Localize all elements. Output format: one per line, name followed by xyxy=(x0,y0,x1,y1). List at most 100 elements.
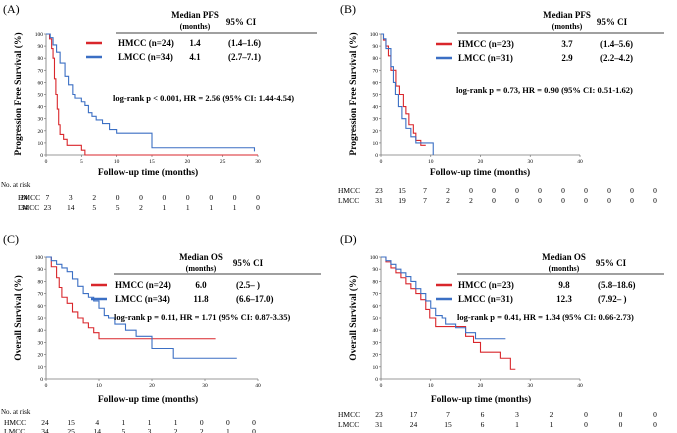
risk-count: 5 xyxy=(116,203,120,212)
risk-count: 23 xyxy=(375,410,383,419)
risk-row-label: HMCC xyxy=(338,410,360,419)
risk-row-label: HMCC xyxy=(4,418,26,427)
risk-count: 0 xyxy=(607,196,611,205)
risk-count: 4 xyxy=(95,418,99,427)
y-tick-label: 60 xyxy=(373,80,379,86)
risk-count: 23 xyxy=(375,186,383,195)
risk-count: 19 xyxy=(398,196,406,205)
risk-count: 23 xyxy=(44,203,52,212)
risk-count: 1 xyxy=(233,203,237,212)
x-tick-label: 25 xyxy=(220,159,226,165)
risk-count: 0 xyxy=(469,186,473,195)
risk-count: 0 xyxy=(163,193,167,202)
risk-count: 7 xyxy=(423,196,427,205)
y-tick-label: 50 xyxy=(38,316,44,322)
legend-table: Median PFS (months) 95% CI HMCC (n=24) 1… xyxy=(86,10,317,62)
legend-col-ci: 95% CI xyxy=(597,17,628,27)
legend-row-label: HMCC (n=23) xyxy=(458,39,514,49)
risk-count: 1 xyxy=(148,418,152,427)
risk-count: 0 xyxy=(200,418,204,427)
risk-table-title: No. at risk xyxy=(1,181,31,189)
legend-col-ci: 95% CI xyxy=(233,258,264,268)
legend-col-median: Median OS xyxy=(542,252,586,262)
risk-count: 2 xyxy=(200,427,204,433)
panel-c: (C) Overall Survival (%) 010203040506070… xyxy=(1,232,321,433)
risk-row-label: LMCC xyxy=(4,427,25,433)
legend-row-median: 12.3 xyxy=(556,294,572,304)
y-tick-label: 70 xyxy=(38,292,44,298)
y-tick-label: 90 xyxy=(373,267,379,273)
y-tick-label: 80 xyxy=(373,56,379,62)
risk-count: 7 xyxy=(423,186,427,195)
risk-count: 24 xyxy=(20,193,28,202)
legend-row-ci: (2.5– ) xyxy=(236,280,260,290)
y-tick-label: 30 xyxy=(373,117,379,123)
y-tick-label: 20 xyxy=(38,129,44,135)
risk-count: 0 xyxy=(186,193,190,202)
risk-count: 15 xyxy=(67,418,75,427)
y-tick-label: 20 xyxy=(38,353,44,359)
x-tick-label: 0 xyxy=(45,159,48,165)
x-axis-title: Follow-up time (months) xyxy=(98,167,198,178)
y-tick-label: 0 xyxy=(375,153,378,159)
risk-count: 0 xyxy=(653,420,657,429)
risk-count: 15 xyxy=(398,186,406,195)
y-tick-label: 80 xyxy=(373,279,379,285)
km-curve-hmcc xyxy=(381,256,516,370)
legend-col-median-unit: (months) xyxy=(186,264,217,273)
risk-count: 0 xyxy=(209,193,213,202)
logrank-stat: log-rank p = 0.73, HR = 0.90 (95% CI: 0.… xyxy=(456,85,633,95)
legend-row-label: HMCC (n=23) xyxy=(458,280,514,290)
risk-count: 2 xyxy=(92,193,96,202)
x-tick-label: 0 xyxy=(380,383,383,389)
risk-count: 24 xyxy=(410,420,418,429)
y-tick-label: 0 xyxy=(40,153,43,159)
legend-row-ci: (2.7–7.1) xyxy=(228,52,261,62)
risk-count: 1 xyxy=(186,203,190,212)
risk-count: 1 xyxy=(209,203,213,212)
y-tick-label: 100 xyxy=(35,32,44,38)
plot-area: 0 10 20 30 40 50 60 70 80 90 100 0 10 20 30 40 xyxy=(35,255,261,389)
risk-count: 2 xyxy=(139,203,143,212)
risk-count: 15 xyxy=(444,420,452,429)
legend-col-ci: 95% CI xyxy=(226,17,257,27)
legend-row-ci: (7.92– ) xyxy=(598,294,627,304)
y-tick-label: 60 xyxy=(38,304,44,310)
risk-count: 0 xyxy=(653,196,657,205)
risk-count: 0 xyxy=(116,193,120,202)
x-tick-label: 30 xyxy=(528,159,534,165)
risk-count: 5 xyxy=(122,427,126,433)
risk-count: 2 xyxy=(446,196,450,205)
plot-area: 0 10 20 30 40 50 60 70 80 90 100 0 10 20 30 40 xyxy=(370,255,583,389)
y-tick-label: 100 xyxy=(35,255,44,261)
legend-row-median: 4.1 xyxy=(189,52,201,62)
risk-count: 34 xyxy=(41,427,49,433)
panel-label: (A) xyxy=(3,2,20,16)
y-tick-label: 90 xyxy=(373,44,379,50)
risk-count: 0 xyxy=(630,196,634,205)
risk-count: 0 xyxy=(607,186,611,195)
risk-count: 0 xyxy=(619,420,623,429)
risk-row-label: LMCC xyxy=(338,196,359,205)
y-tick-label: 50 xyxy=(373,93,379,99)
logrank-stat: log-rank p < 0.001, HR = 2.56 (95% CI: 1… xyxy=(113,93,294,103)
x-tick-label: 10 xyxy=(428,159,434,165)
x-tick-label: 15 xyxy=(149,159,155,165)
y-tick-label: 40 xyxy=(373,328,379,334)
panel-label: (C) xyxy=(3,232,19,246)
km-curve-hmcc xyxy=(46,33,258,156)
legend-row-ci: (5.8–18.6) xyxy=(598,280,636,290)
x-tick-label: 30 xyxy=(202,383,208,389)
legend-table: Median PFS (months) 95% CI HMCC (n=23) 3… xyxy=(436,10,664,63)
risk-count: 0 xyxy=(492,196,496,205)
x-axis-title: Follow-up time (months) xyxy=(431,394,531,405)
risk-count: 7 xyxy=(46,193,50,202)
km-curve-lmcc xyxy=(46,33,256,152)
risk-count: 2 xyxy=(550,410,554,419)
legend-row-median: 9.8 xyxy=(558,280,570,290)
risk-count: 1 xyxy=(122,418,126,427)
risk-count: 0 xyxy=(561,186,565,195)
x-tick-label: 20 xyxy=(149,383,155,389)
y-tick-label: 80 xyxy=(38,56,44,62)
risk-table-title: No. at risk xyxy=(1,408,31,416)
